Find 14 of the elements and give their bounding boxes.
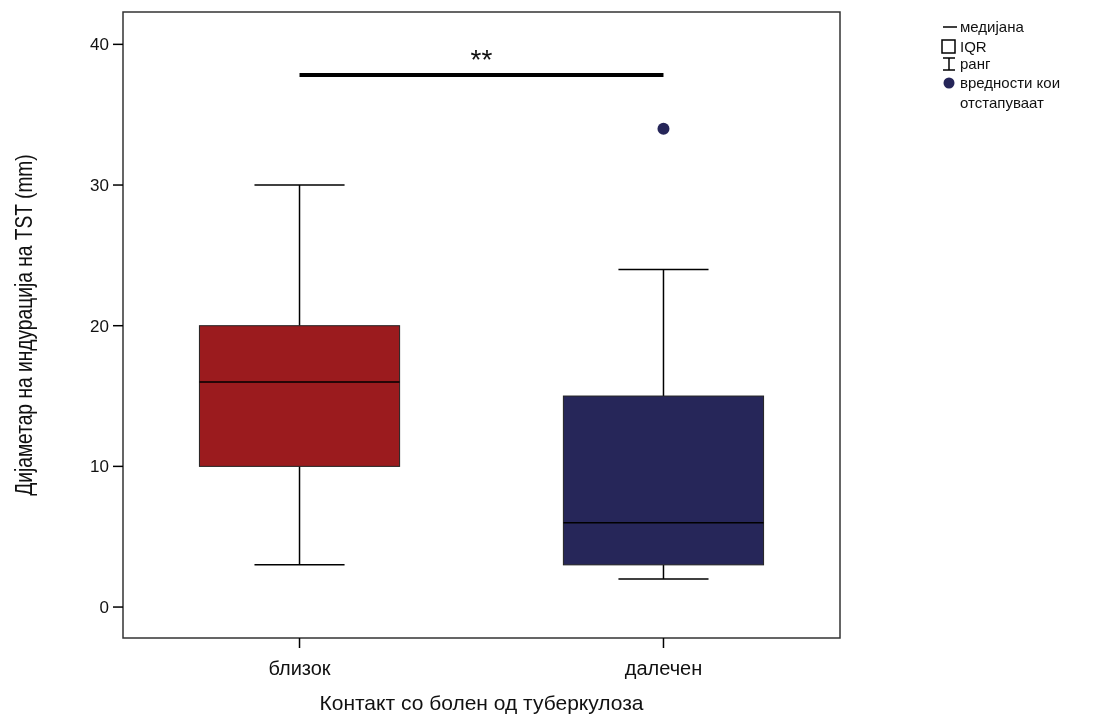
x-axis-title: Контакт со болен од туберкулоза [319, 691, 644, 714]
annotation: ** [470, 44, 493, 75]
y-tick-label: 20 [90, 316, 109, 336]
text: IQR [960, 38, 987, 56]
x-tick-label: близок [268, 657, 331, 679]
y-tick-label: 40 [90, 35, 109, 55]
x-tick-label: далечен [624, 657, 703, 679]
y-tick-label: 10 [90, 457, 109, 477]
y-tick-label: 30 [90, 175, 109, 195]
text: медијана [960, 18, 1025, 36]
text: вредности кои отстапуваат [960, 74, 1061, 111]
y-tick-label: 0 [99, 598, 109, 617]
text: ранг [960, 55, 991, 73]
y-axis-title: Дијаметар на индурација на TST (mm) [9, 154, 38, 496]
